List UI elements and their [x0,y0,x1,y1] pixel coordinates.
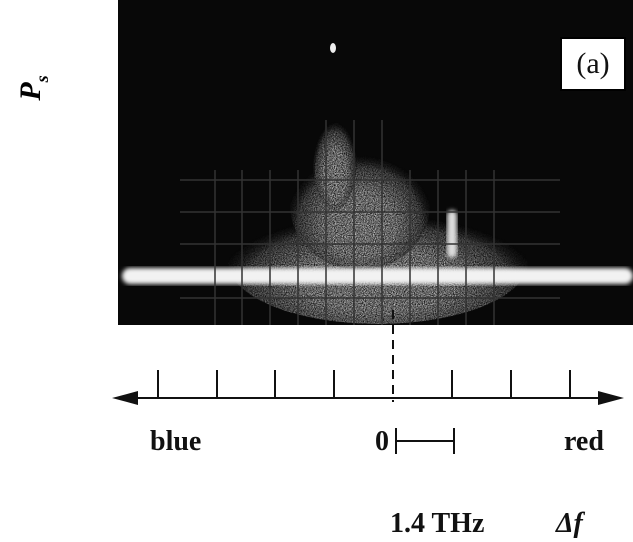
arrow-left [112,391,138,405]
scale-bar [395,428,455,454]
frequency-axis [116,370,620,399]
panel-label: (a) [576,47,609,80]
y-label-symbol: P [14,82,47,102]
left-label: blue [150,426,201,457]
scale-bar-label: 1.4 THz [390,508,484,539]
zero-label: 0 [375,426,389,457]
axis-label: Δf [555,508,586,539]
arrow-right [598,391,624,405]
right-label: red [564,426,604,457]
y-label-subscript: s [32,75,52,83]
y-label: Ps [14,75,52,101]
oscilloscope-photo: (a) [118,0,633,325]
